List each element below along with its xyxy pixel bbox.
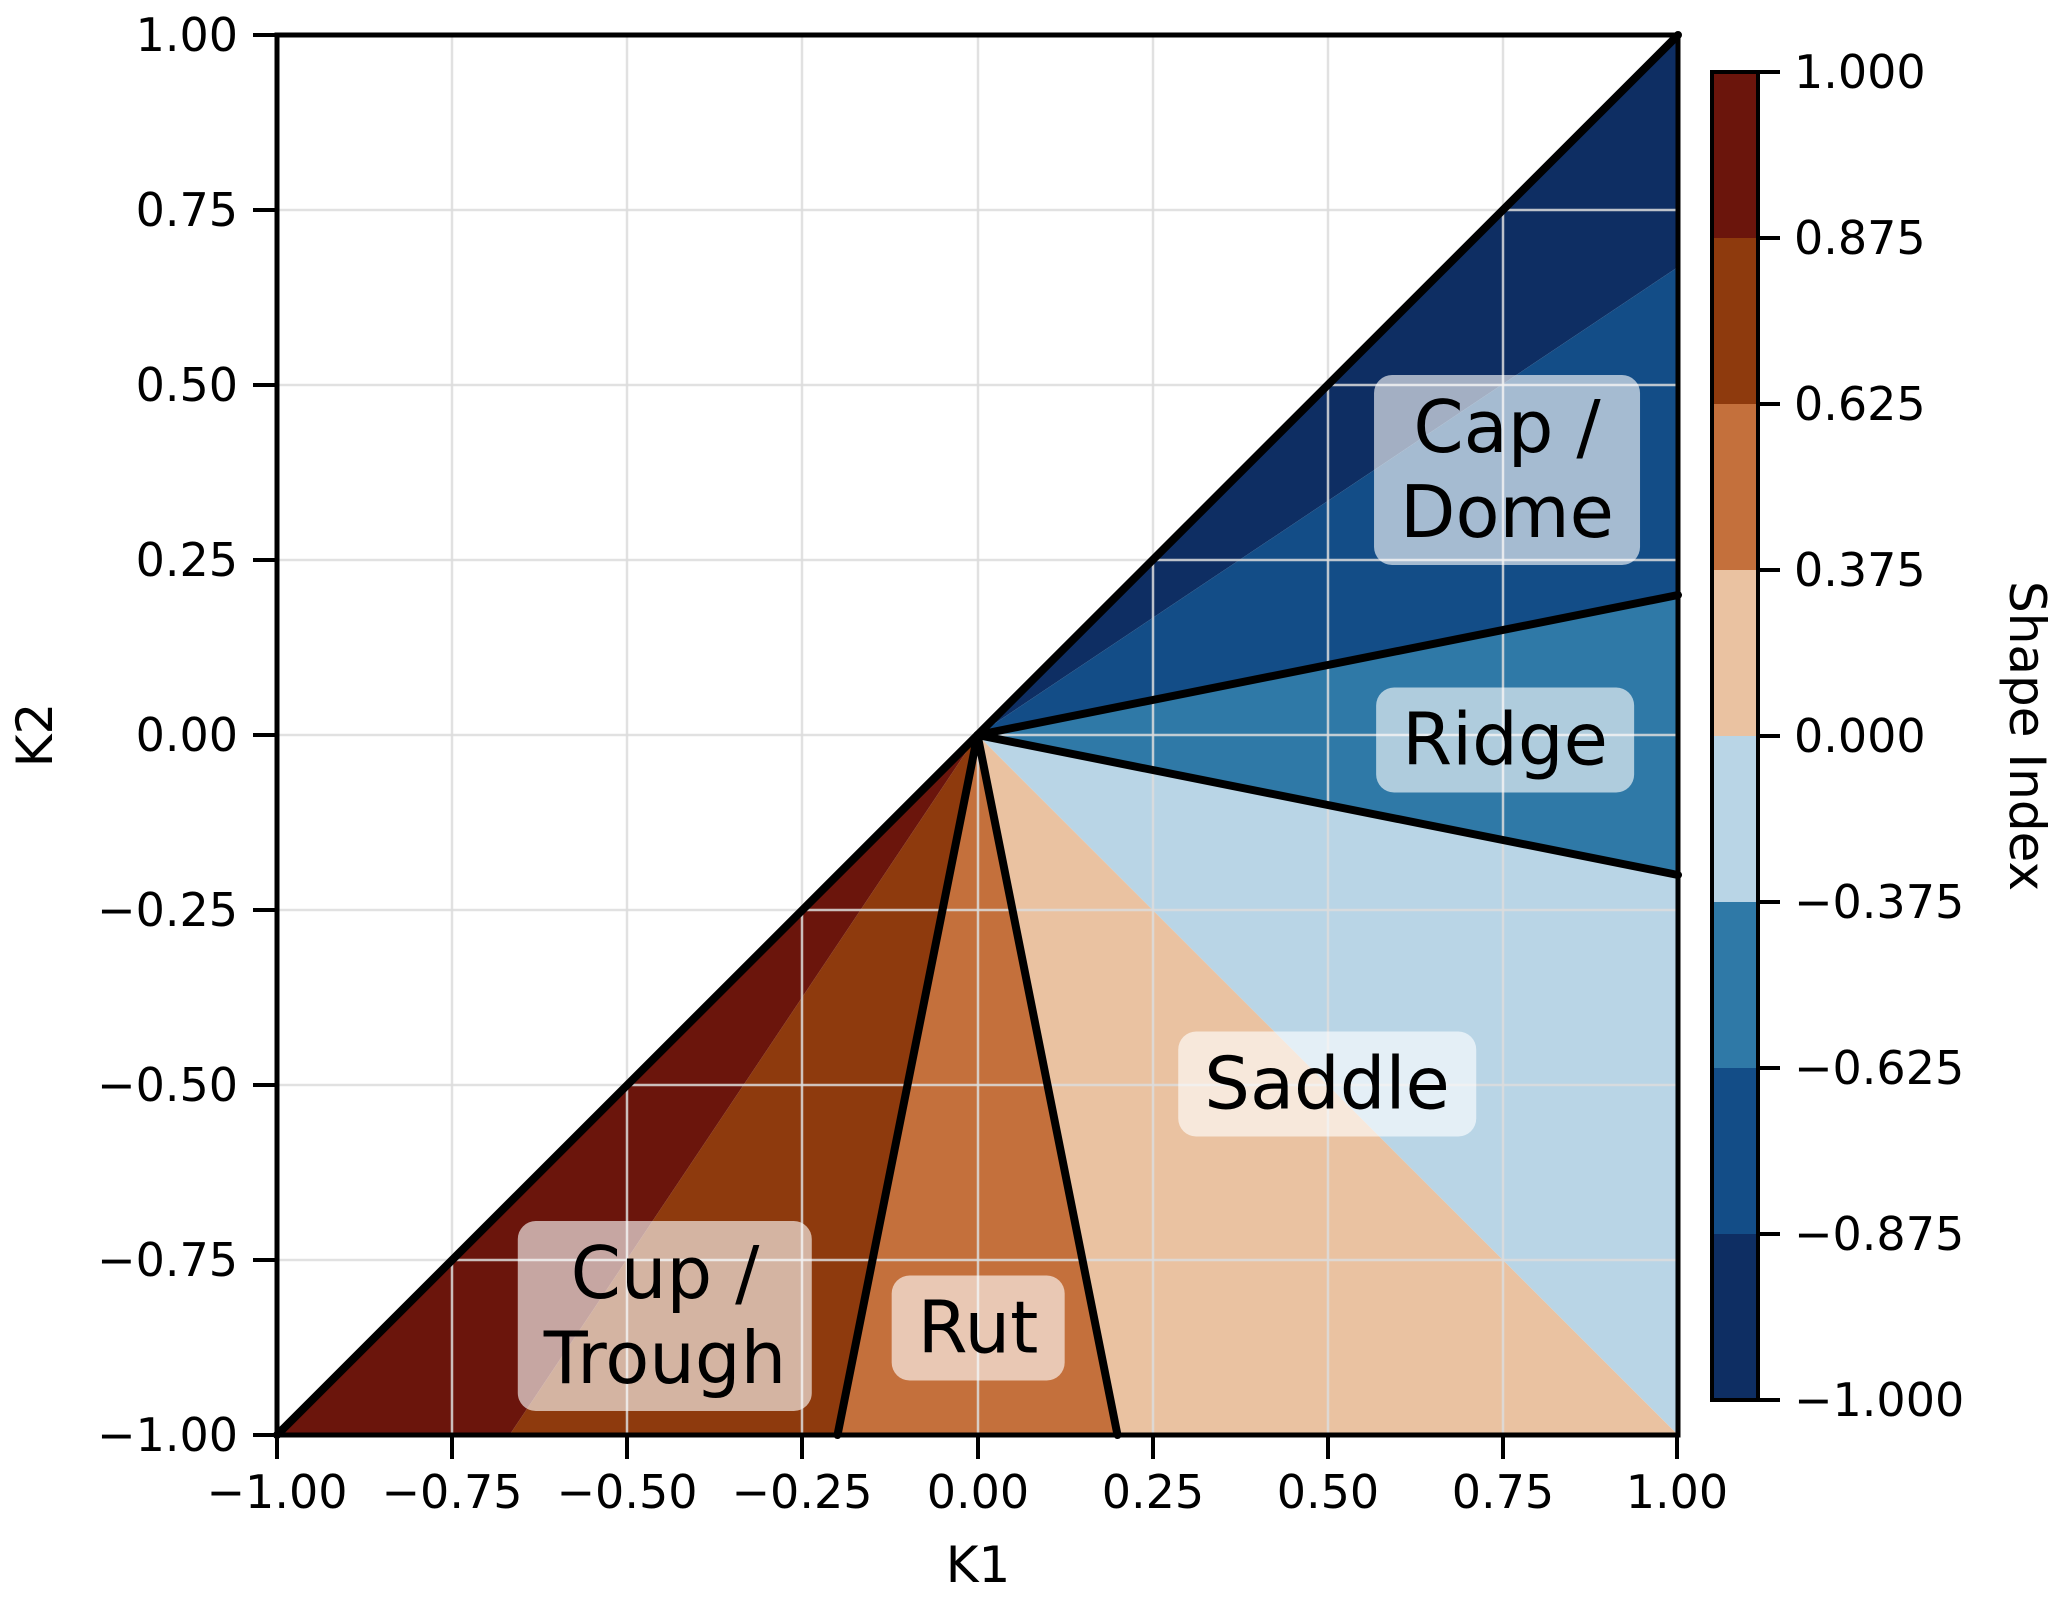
colorbar-band-2: [1712, 238, 1758, 404]
saddle-label: Saddle: [1178, 1031, 1476, 1137]
x-tick-label: −1.00: [207, 1465, 348, 1519]
ridge-label: Ridge: [1376, 687, 1634, 793]
x-tick-marks: [275, 1435, 1679, 1459]
x-axis-title: K1: [946, 1536, 1011, 1594]
rut-label: Rut: [891, 1275, 1065, 1381]
x-tick-label: −0.75: [382, 1465, 523, 1519]
cap-ridge-boundary-line: [973, 591, 1682, 739]
colorbar-tick-label: 0.375: [1794, 543, 1926, 597]
colorbar-tick-label: 0.625: [1794, 377, 1926, 431]
cup-trough-label-line1: Cup /: [570, 1231, 760, 1316]
colorbar: 1.000 0.875 0.625 0.375 0.000 −0.375 −0.…: [1710, 45, 2056, 1427]
saddle-label-text: Saddle: [1204, 1041, 1450, 1126]
colorbar-tick-marks: [1758, 70, 1780, 1402]
y-tick-label: 0.50: [136, 358, 238, 412]
x-tick-label: 1.00: [1626, 1465, 1728, 1519]
colorbar-band-4: [1712, 570, 1758, 736]
colorbar-tick-labels: 1.000 0.875 0.625 0.375 0.000 −0.375 −0.…: [1794, 45, 1964, 1427]
boundary-lines: [273, 31, 1682, 1439]
colorbar-title: Shape Index: [1998, 581, 2056, 891]
y-axis-title: K2: [6, 703, 64, 768]
colorbar-tick-label: 1.000: [1794, 45, 1926, 99]
cap-dome-label-line2: Dome: [1400, 470, 1614, 554]
colorbar-band-8: [1712, 1234, 1758, 1400]
y-tick-labels: 1.00 0.75 0.50 0.25 0.00 −0.25 −0.50 −0.…: [97, 8, 238, 1462]
colorbar-tick-label: 0.000: [1794, 709, 1926, 763]
x-tick-label: 0.75: [1452, 1465, 1554, 1519]
y-tick-label: −0.75: [97, 1233, 238, 1287]
colorbar-tick-label: −1.000: [1794, 1373, 1964, 1427]
ridge-label-text: Ridge: [1402, 697, 1608, 782]
cup-trough-label-line2: Trough: [543, 1316, 787, 1400]
x-tick-label: −0.50: [557, 1465, 698, 1519]
colorbar-tick-label: −0.625: [1794, 1041, 1964, 1095]
x-tick-label: −0.25: [732, 1465, 873, 1519]
ridge-saddle-boundary-line: [973, 731, 1682, 879]
y-tick-label: −0.25: [97, 883, 238, 937]
x-tick-label: 0.00: [927, 1465, 1029, 1519]
y-tick-label: 1.00: [136, 8, 238, 62]
rut-cup-boundary-line: [833, 731, 982, 1439]
y-tick-label: 0.25: [136, 533, 238, 587]
y-tick-label: −1.00: [97, 1408, 238, 1462]
colorbar-band-3: [1712, 404, 1758, 570]
y-tick-label: 0.75: [136, 183, 238, 237]
y-tick-label: 0.00: [136, 708, 238, 762]
x-tick-labels: −1.00 −0.75 −0.50 −0.25 0.00 0.25 0.50 0…: [207, 1465, 1729, 1519]
colorbar-tick-label: −0.375: [1794, 875, 1964, 929]
cup-trough-label: Cup / Trough: [517, 1221, 813, 1411]
colorbar-band-1: [1712, 72, 1758, 238]
colorbar-tick-label: 0.875: [1794, 211, 1926, 265]
cap-dome-label: Cap / Dome: [1374, 375, 1640, 565]
colorbar-band-6: [1712, 902, 1758, 1068]
cap-dome-label-line1: Cap /: [1413, 385, 1601, 470]
colorbar-band-5: [1712, 736, 1758, 902]
rut-label-text: Rut: [917, 1285, 1039, 1370]
x-tick-label: 0.50: [1277, 1465, 1379, 1519]
y-tick-label: −0.50: [97, 1058, 238, 1112]
saddle-rut-boundary-line: [973, 731, 1122, 1439]
colorbar-tick-label: −0.875: [1794, 1207, 1964, 1261]
colorbar-band-7: [1712, 1068, 1758, 1234]
x-tick-label: 0.25: [1102, 1465, 1204, 1519]
y-tick-marks: [253, 33, 277, 1437]
